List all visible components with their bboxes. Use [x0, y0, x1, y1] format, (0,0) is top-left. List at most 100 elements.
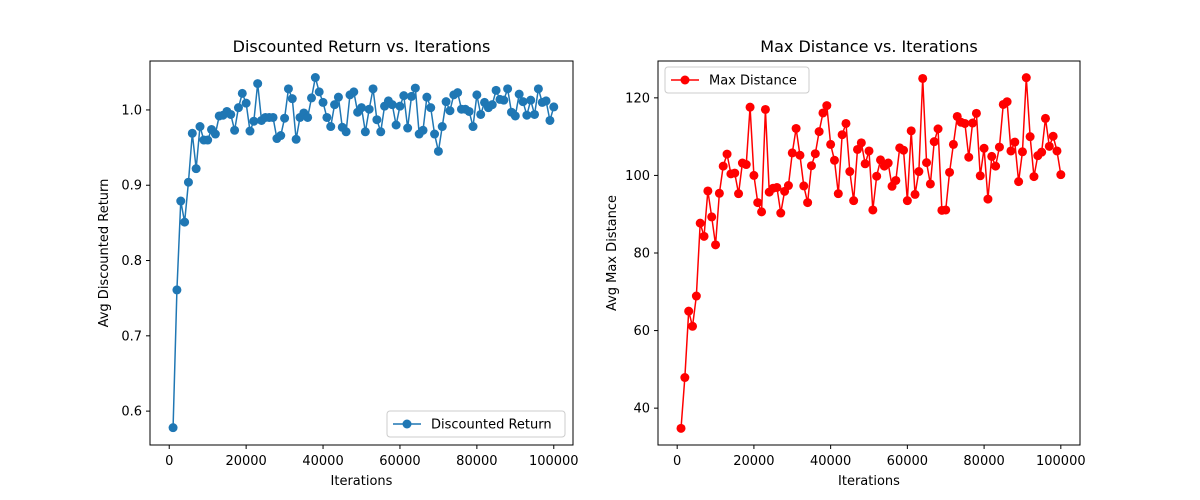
data-point: [906, 126, 916, 136]
data-point: [856, 138, 866, 148]
x-tick-label: 80000: [963, 454, 1004, 469]
y-tick-label: 60: [633, 324, 650, 339]
x-axis-label: Iterations: [331, 474, 393, 489]
chart-discounted-return: Discounted Return vs. Iterations Iterati…: [97, 37, 579, 489]
data-point: [445, 106, 455, 116]
legend-marker-icon: [680, 75, 690, 85]
x-tick-label: 0: [165, 454, 173, 469]
data-point: [341, 127, 351, 137]
data-point: [948, 139, 958, 149]
data-point: [795, 150, 805, 160]
data-point: [333, 92, 343, 102]
data-point: [291, 134, 301, 144]
data-point: [826, 139, 836, 149]
y-tick-label: 100: [625, 169, 650, 184]
data-point: [226, 109, 236, 119]
data-point: [191, 164, 201, 174]
data-point: [991, 161, 1001, 171]
data-point: [426, 103, 436, 113]
legend-label: Discounted Return: [431, 418, 552, 433]
data-point: [822, 101, 832, 111]
data-point: [945, 167, 955, 177]
x-tick-label: 0: [673, 454, 681, 469]
data-point: [387, 100, 397, 110]
data-point: [868, 205, 878, 215]
data-point: [791, 123, 801, 133]
data-point: [914, 167, 924, 177]
data-point: [852, 144, 862, 154]
data-point: [691, 291, 701, 301]
data-point: [1040, 113, 1050, 123]
data-point: [376, 127, 386, 137]
data-point: [699, 231, 709, 241]
data-point: [526, 95, 536, 105]
data-point: [330, 100, 340, 110]
y-tick-label: 0.7: [121, 329, 142, 344]
data-point: [183, 177, 193, 187]
data-point: [180, 217, 190, 227]
data-point: [979, 143, 989, 153]
data-point: [368, 84, 378, 94]
data-point: [310, 73, 320, 83]
legend-marker-icon: [402, 419, 412, 429]
data-point: [753, 198, 763, 208]
data-point: [522, 110, 532, 120]
data-point: [841, 118, 851, 128]
data-point: [1002, 97, 1012, 107]
data-point: [845, 167, 855, 177]
data-point: [233, 103, 243, 113]
data-point: [360, 127, 370, 137]
data-point: [476, 109, 486, 119]
data-point: [810, 149, 820, 159]
data-point: [357, 103, 366, 113]
data-point: [210, 129, 220, 139]
data-point: [1029, 172, 1039, 182]
data-point: [176, 196, 186, 206]
data-point: [803, 198, 813, 208]
data-point: [399, 91, 409, 101]
data-point: [818, 108, 828, 118]
data-point: [268, 112, 278, 122]
data-point: [372, 115, 382, 125]
data-point: [676, 423, 686, 433]
data-point: [468, 122, 478, 132]
data-point: [711, 240, 721, 250]
data-point: [1010, 137, 1020, 147]
plot-frame: [149, 60, 574, 446]
legend-label: Max Distance: [709, 74, 797, 89]
data-point: [283, 84, 293, 94]
x-tick-label: 20000: [733, 454, 774, 469]
y-tick-label: 80: [633, 247, 650, 262]
data-point: [1037, 147, 1047, 157]
data-point: [510, 111, 520, 121]
data-point: [994, 142, 1004, 152]
data-point: [987, 151, 997, 161]
data-point: [418, 125, 428, 135]
data-point: [829, 155, 839, 165]
data-point: [403, 123, 413, 133]
legend-box: [664, 66, 810, 94]
data-point: [422, 92, 432, 102]
data-point: [499, 95, 509, 105]
data-point: [833, 189, 843, 199]
data-point: [245, 126, 255, 136]
data-point: [1052, 146, 1062, 156]
data-point: [487, 100, 497, 110]
chart-title: Discounted Return vs. Iterations: [233, 37, 491, 56]
data-point: [783, 181, 793, 191]
legend: Discounted Return: [386, 410, 566, 438]
y-tick-label: 0.6: [121, 405, 142, 420]
legend: Max Distance: [664, 66, 810, 94]
data-point: [464, 106, 474, 116]
data-point: [968, 118, 978, 128]
data-point: [195, 122, 205, 132]
data-point: [975, 171, 985, 181]
data-point: [1006, 146, 1016, 156]
data-point: [280, 113, 290, 123]
ticks: 0 20000 40000 60000 80000 100000 0.6 0.7 0.8 0.9 1…: [121, 103, 578, 469]
data-point: [922, 158, 932, 168]
data-point: [541, 96, 551, 106]
chart-max-distance: Max Distance vs. Iterations Iterations A…: [605, 37, 1086, 489]
